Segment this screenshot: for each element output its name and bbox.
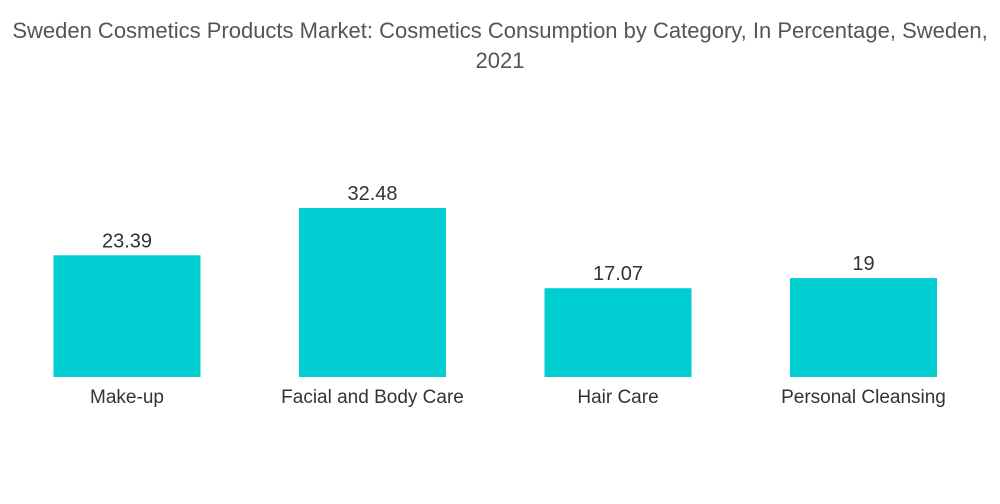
category-label: Facial and Body Care xyxy=(281,387,464,408)
category-label: Hair Care xyxy=(577,387,658,408)
data-label: 19 xyxy=(852,253,874,275)
data-label: 32.48 xyxy=(347,183,397,205)
bar-hair-care xyxy=(544,288,692,377)
chart-title: Sweden Cosmetics Products Market: Cosmet… xyxy=(12,18,988,73)
bar-facial-and-body-care xyxy=(299,208,446,377)
bar-personal-cleansing xyxy=(790,278,937,377)
category-label: Personal Cleansing xyxy=(781,387,946,408)
data-label: 23.39 xyxy=(102,230,152,252)
bar-make-up xyxy=(53,255,201,377)
data-label: 17.07 xyxy=(593,263,643,285)
category-label: Make-up xyxy=(90,387,164,408)
